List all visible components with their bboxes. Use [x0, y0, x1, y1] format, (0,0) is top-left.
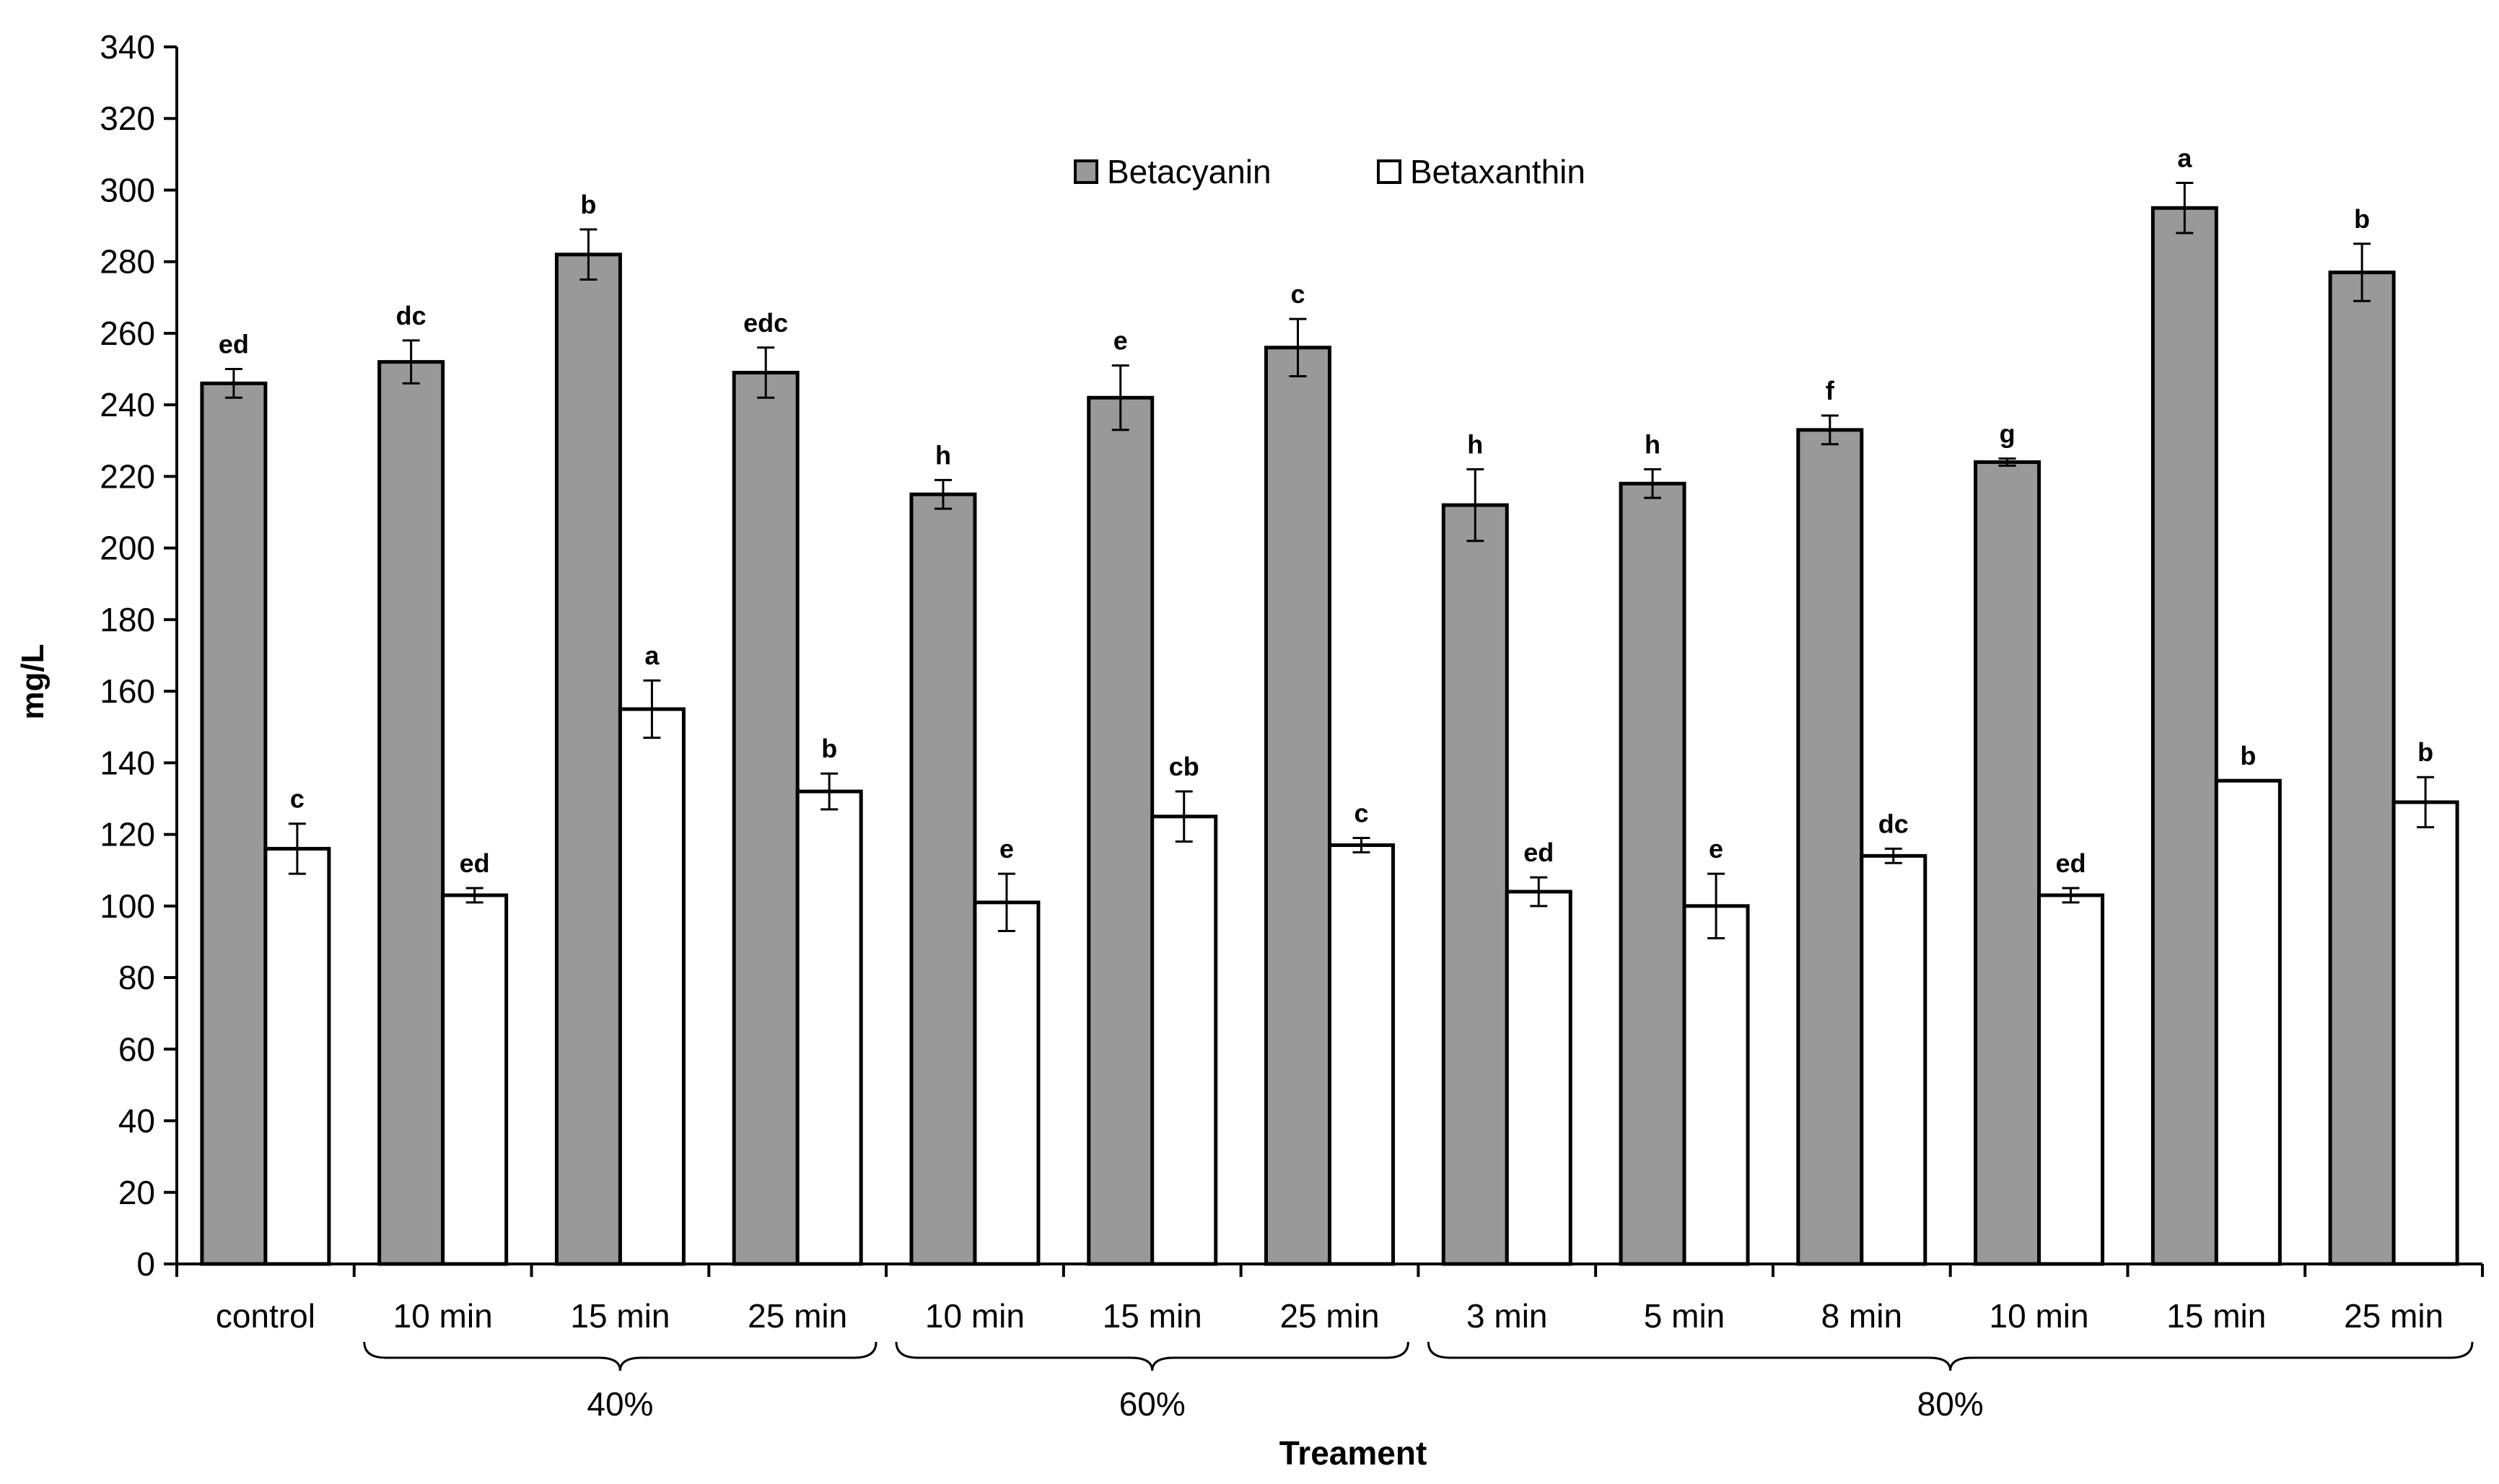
- significance-letter: h: [1467, 429, 1483, 459]
- category-label: control: [216, 1297, 315, 1335]
- y-tick-label: 20: [118, 1174, 155, 1211]
- bars: [200, 182, 2459, 1266]
- bar-betacyanin: [1796, 428, 1864, 1266]
- significance-letter: dc: [1878, 809, 1909, 838]
- category-label: 15 min: [570, 1297, 670, 1335]
- significance-letter: ed: [2056, 848, 2086, 878]
- bar-betacyanin: [1264, 346, 1331, 1266]
- category-label: 5 min: [1644, 1297, 1725, 1335]
- legend-label-betacyanin: Betacyanin: [1107, 153, 1272, 190]
- group-label: 60%: [1119, 1385, 1186, 1423]
- significance-letter: a: [644, 641, 660, 670]
- category-label: 10 min: [393, 1297, 493, 1335]
- category-label: 8 min: [1821, 1297, 1902, 1335]
- group-brace: [1427, 1341, 2474, 1371]
- bar-betaxanthin: [1682, 904, 1750, 1266]
- y-tick-label: 280: [100, 243, 155, 281]
- y-tick-label: 80: [118, 959, 155, 996]
- significance-letter: dc: [396, 301, 426, 330]
- bar-betaxanthin: [2037, 893, 2105, 1266]
- y-tick-label: 180: [100, 601, 155, 638]
- significance-letter: b: [821, 734, 837, 763]
- category-label: 15 min: [2166, 1297, 2266, 1335]
- y-tick-label: 140: [100, 744, 155, 781]
- significance-letter: b: [580, 190, 596, 219]
- legend: Betacyanin Betaxanthin: [1074, 153, 1585, 190]
- bar-betaxanthin: [1328, 843, 1395, 1266]
- category-label: 10 min: [925, 1297, 1025, 1335]
- legend-swatch-betacyanin: [1074, 159, 1098, 184]
- legend-swatch-betaxanthin: [1377, 159, 1401, 184]
- y-tick-label: 320: [100, 100, 155, 137]
- category-label: 10 min: [1990, 1297, 2089, 1335]
- y-tick-label: 200: [100, 530, 155, 567]
- y-tick-label: 340: [100, 28, 155, 66]
- y-tick-label: 0: [136, 1245, 155, 1283]
- category-label: 25 min: [1279, 1297, 1379, 1335]
- bar-betacyanin: [2150, 206, 2218, 1266]
- significance-letter: ed: [460, 848, 490, 878]
- y-tick-label: 40: [118, 1102, 155, 1140]
- significance-letter: ed: [219, 330, 249, 359]
- significance-letter: e: [1113, 326, 1128, 356]
- category-label: 25 min: [2344, 1297, 2443, 1335]
- bar-betacyanin: [554, 253, 622, 1266]
- bar-betacyanin: [732, 371, 800, 1266]
- significance-letter: b: [2417, 737, 2433, 767]
- group-label: 40%: [587, 1385, 653, 1423]
- bar-betaxanthin: [441, 893, 509, 1266]
- y-tick-label: 240: [100, 386, 155, 423]
- bar-betacyanin: [909, 492, 977, 1266]
- category-label: 25 min: [748, 1297, 847, 1335]
- significance-letter: c: [1354, 799, 1368, 828]
- bar-betaxanthin: [1150, 815, 1218, 1266]
- significance-letter: e: [1709, 834, 1723, 864]
- x-axis-label: Treament: [1279, 1434, 1427, 1472]
- bar-betacyanin: [2328, 271, 2396, 1266]
- bar-betacyanin: [1619, 481, 1686, 1266]
- labels: control 10 min 15 min 25 min 10 min 15 min 25 …: [216, 144, 2474, 1423]
- bar-betacyanin: [1974, 460, 2041, 1266]
- significance-letter: a: [2177, 144, 2192, 173]
- significance-letter: edc: [743, 308, 788, 338]
- significance-letter: c: [290, 784, 305, 814]
- significance-letter: h: [1645, 429, 1660, 459]
- category-label: 3 min: [1466, 1297, 1547, 1335]
- category-label: 15 min: [1103, 1297, 1202, 1335]
- bar-betaxanthin: [795, 789, 863, 1266]
- significance-letter: h: [935, 440, 951, 470]
- group-brace: [895, 1341, 1409, 1371]
- bar-betaxanthin: [973, 900, 1041, 1266]
- significance-letter: ed: [1523, 838, 1554, 867]
- y-tick-label: 260: [100, 315, 155, 352]
- significance-letter: b: [2240, 741, 2256, 770]
- bar-betaxanthin: [2391, 800, 2459, 1266]
- significance-letter: e: [999, 834, 1014, 864]
- bar-betacyanin: [1087, 395, 1155, 1266]
- bar-betaxanthin: [2214, 778, 2282, 1266]
- bar-betaxanthin: [1505, 890, 1572, 1266]
- significance-letter: cb: [1169, 752, 1199, 781]
- legend-label-betaxanthin: Betaxanthin: [1410, 153, 1585, 190]
- significance-letter: g: [2000, 419, 2016, 449]
- bar-betaxanthin: [1860, 853, 1927, 1266]
- group-brace: [363, 1341, 878, 1371]
- y-tick-label: 120: [100, 816, 155, 853]
- significance-letter: c: [1290, 279, 1305, 309]
- y-tick-label: 100: [100, 887, 155, 925]
- bar-betacyanin: [377, 360, 445, 1266]
- bar-betacyanin: [200, 381, 268, 1266]
- bar-betaxanthin: [618, 707, 686, 1266]
- bar-betaxanthin: [263, 846, 331, 1266]
- significance-letter: b: [2354, 204, 2370, 234]
- y-tick-label: 300: [100, 171, 155, 208]
- y-axis-label: mg/L: [15, 644, 51, 719]
- significance-letter: f: [1826, 376, 1835, 405]
- y-tick-label: 60: [118, 1030, 155, 1068]
- bar-betacyanin: [1441, 503, 1509, 1266]
- y-tick-label: 220: [100, 457, 155, 495]
- y-tick-label: 160: [100, 672, 155, 710]
- group-label: 80%: [1917, 1385, 1984, 1423]
